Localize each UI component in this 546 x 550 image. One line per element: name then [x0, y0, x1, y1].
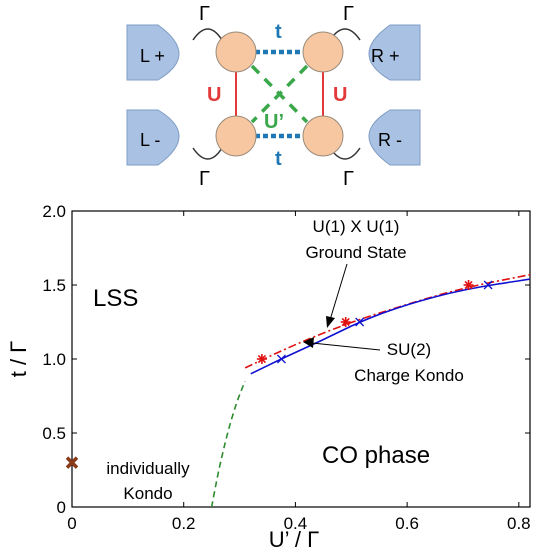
marker-asterisk [463, 280, 474, 290]
x-tick-label: 0.8 [507, 514, 531, 533]
lead-right-top [368, 24, 421, 81]
series-line-dashed [210, 380, 246, 507]
x-tick-label: 0.4 [284, 514, 308, 533]
quantum-dot-schematic: L + L - R + R - Γ Γ Γ Γ t t U U U’ [126, 3, 421, 190]
dot-bottom-right [302, 115, 344, 157]
lead-left-top [126, 24, 180, 81]
lead-left-bottom [126, 109, 180, 166]
x-tick-label: 0.2 [172, 514, 196, 533]
series-line-solid [250, 278, 530, 375]
lss-label: LSS [93, 285, 138, 312]
marker-x [276, 354, 286, 364]
phase-diagram: 0 0.2 0.4 0.6 0.800.51.01.52.0 U’ / Γ t / Γ … [6, 202, 531, 550]
marker-x [483, 280, 493, 290]
y-axis-label: t / Γ [6, 341, 31, 378]
u1-arrow-line [329, 263, 348, 321]
u-prime-label: U’ [264, 111, 284, 133]
marker-layer [65, 280, 493, 469]
gamma-arc-left-top [192, 28, 223, 41]
su2-label-line1: SU(2) [387, 340, 431, 359]
dot-top-right [302, 31, 344, 73]
u1-ground-state-label-line2: Ground State [305, 243, 406, 262]
u-label-right: U [333, 84, 347, 106]
t-label-bottom: t [275, 148, 282, 170]
co-phase-label: CO phase [322, 442, 430, 469]
y-tick-label: 0.5 [42, 424, 66, 443]
y-tick-label: 1.0 [42, 350, 66, 369]
x-tick-label: 0.6 [395, 514, 419, 533]
u-label-left: U [207, 84, 221, 106]
u1-ground-state-label-line1: U(1) X U(1) [313, 217, 400, 236]
su2-arrow-head [303, 337, 314, 348]
y-tick-label: 0 [57, 498, 66, 517]
dot-bottom-left [215, 115, 257, 157]
u-prime-bond-2 [250, 64, 309, 124]
y-tick-label: 1.5 [42, 276, 66, 295]
su2-label-line2: Charge Kondo [354, 366, 464, 385]
gamma-arc-left-bottom [192, 147, 223, 160]
su2-arrow-line [311, 342, 381, 351]
marker-X [65, 456, 79, 469]
dot-top-left [215, 31, 257, 73]
gamma-label-right-top: Γ [343, 3, 354, 25]
series-line-dash-dot [244, 273, 530, 369]
lead-label-left-top: L + [140, 46, 165, 66]
axis-ticks: 0 0.2 0.4 0.6 0.8 0 0.5 1.0 1.5 2.0 [42, 202, 530, 533]
lead-right-bottom [368, 109, 421, 166]
marker-asterisk [340, 317, 351, 327]
t-label-top: t [275, 21, 282, 43]
lead-label-right-top: R + [371, 46, 400, 66]
x-axis-label: U’ / Γ [269, 527, 319, 550]
individually-kondo-label-line1: individually [106, 459, 190, 478]
lead-label-left-bottom: L - [140, 130, 160, 150]
gamma-label-left-top: Γ [199, 3, 210, 25]
series-layer [210, 273, 530, 507]
lead-label-right-bottom: R - [378, 130, 402, 150]
marker-x [355, 317, 365, 327]
u1-arrow-head [326, 316, 335, 328]
individually-kondo-label-line2: Kondo [123, 484, 172, 503]
gamma-label-left-bottom: Γ [199, 168, 210, 190]
marker-asterisk [256, 354, 267, 364]
x-tick-label: 0 [67, 514, 76, 533]
y-tick-label: 2.0 [42, 202, 66, 221]
gamma-label-right-bottom: Γ [343, 168, 354, 190]
